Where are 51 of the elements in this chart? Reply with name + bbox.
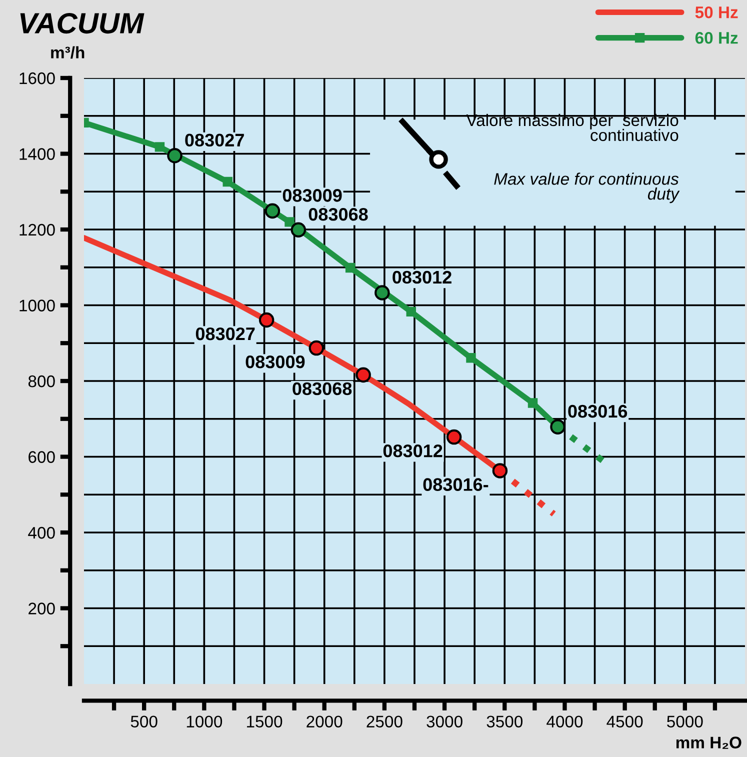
x-tick-label: 4000	[546, 716, 583, 728]
point	[167, 148, 182, 164]
y-tick-label: 1000	[20, 300, 55, 312]
y-tick-label: 600	[28, 451, 55, 463]
y-tick-label: 1200	[20, 224, 55, 236]
x-tick-label: 3500	[486, 716, 523, 728]
point	[550, 419, 566, 434]
point	[356, 367, 371, 383]
chart-title: VACUUM	[20, 12, 144, 34]
y-tick-label: 200	[28, 602, 55, 614]
annotation: 083012	[383, 444, 442, 458]
point	[446, 429, 462, 445]
point	[284, 217, 294, 227]
point	[308, 340, 324, 356]
text: 50 Hz	[695, 6, 738, 18]
annotation: 083016	[568, 404, 628, 418]
point	[492, 463, 508, 478]
annotation: 083016-	[423, 478, 488, 491]
point	[222, 176, 232, 187]
y-axis-title: m³/h	[51, 46, 84, 59]
x-tick-label: 2500	[366, 716, 402, 728]
y-tick-label: 1600	[20, 72, 55, 84]
point	[406, 306, 416, 317]
point	[528, 398, 538, 408]
y-tick-label: 800	[28, 375, 55, 388]
annotation: 083068	[292, 382, 352, 396]
point	[345, 262, 356, 273]
annotation: 083012	[392, 270, 452, 284]
x-tick-label: 3000	[426, 716, 462, 728]
x-tick-label: 4500	[606, 716, 643, 728]
point	[154, 142, 165, 152]
y-tick-label: 1400	[20, 148, 55, 160]
annotation: 083009	[246, 355, 305, 368]
x-tick-label: 2000	[306, 716, 342, 728]
y-tick-label: 400	[28, 526, 55, 539]
annotation: 083009	[282, 189, 342, 202]
x-axis-title: mm H₂O	[676, 736, 742, 749]
annotation: 083027	[185, 134, 244, 147]
point	[466, 353, 476, 363]
annotation: Max value for continuous duty	[494, 172, 680, 204]
text: 60 Hz	[695, 32, 738, 44]
x-tick-label: 1000	[186, 716, 222, 728]
annotation: 083027	[196, 327, 255, 340]
point	[290, 222, 306, 238]
point	[258, 312, 274, 328]
x-tick-label: 500	[130, 716, 158, 728]
annotation: 083068	[308, 208, 368, 221]
point	[264, 203, 280, 219]
x-tick-label: 5000	[667, 716, 703, 728]
x-tick-label: 1500	[247, 716, 282, 728]
point	[374, 285, 390, 300]
